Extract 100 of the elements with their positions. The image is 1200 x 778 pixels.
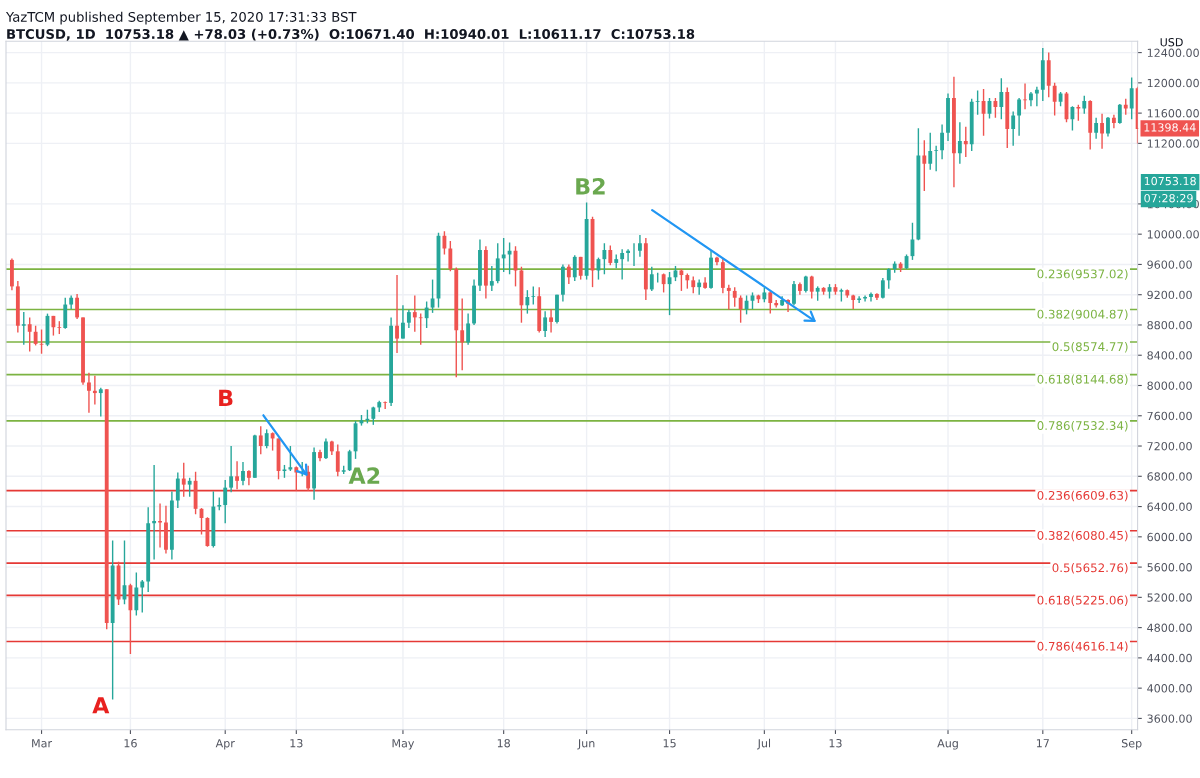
y-tick-label: 4000.00	[1147, 684, 1192, 693]
candlestick	[1082, 95, 1087, 115]
candlestick	[39, 328, 44, 355]
candlestick	[1094, 116, 1099, 140]
candlestick	[21, 311, 26, 346]
x-tick-label: 18	[497, 738, 510, 748]
candlestick	[383, 400, 388, 410]
y-tick-label: 12400.00	[1147, 48, 1199, 57]
candlestick	[241, 461, 245, 487]
y-tick-label: 9600.00	[1147, 260, 1192, 269]
candlestick	[732, 286, 737, 308]
chart-title: YazTCM published September 15, 2020 17:31:33 BST	[5, 11, 357, 25]
x-tick-label: Jul	[757, 738, 771, 750]
candlestick	[620, 248, 625, 281]
y-tick-label: 8400.00	[1147, 351, 1192, 360]
candlestick	[63, 297, 68, 330]
candlestick	[726, 284, 731, 311]
candlestick	[649, 266, 654, 292]
y-tick-label: 8800.00	[1147, 320, 1192, 330]
candlestick	[264, 428, 269, 449]
x-tick-label: Aug	[937, 739, 958, 750]
ref-line-label: 0.618(5225.06)	[1037, 595, 1128, 606]
candlestick	[922, 139, 927, 192]
candlestick	[543, 310, 548, 338]
y-tick-label: 11600.00	[1147, 109, 1199, 118]
candlestick	[448, 240, 453, 272]
candlestick	[134, 571, 139, 617]
candlestick	[602, 242, 607, 275]
candlestick	[324, 437, 328, 460]
y-tick-label: 11200.00	[1147, 139, 1199, 148]
candlestick	[466, 312, 471, 346]
annotation: B	[219, 389, 233, 407]
candlestick	[495, 242, 500, 285]
candlestick	[934, 144, 939, 173]
candlestick	[525, 289, 530, 315]
annotation: A	[92, 697, 110, 714]
x-tick-label: May	[392, 739, 415, 750]
candlestick	[75, 293, 80, 320]
candlestick	[406, 309, 411, 329]
ref-line-label: 0.236(6609.63)	[1037, 490, 1128, 502]
candlestick	[993, 97, 998, 119]
candlestick	[258, 425, 263, 456]
candlestick	[1017, 97, 1022, 137]
ref-line-label: 0.236(9537.02)	[1037, 269, 1128, 280]
candlestick	[738, 294, 743, 324]
y-tick-label: 6800.00	[1147, 472, 1192, 481]
y-tick-label: 5600.00	[1147, 563, 1192, 572]
candlestick	[963, 126, 968, 158]
candlestick	[744, 294, 749, 316]
candlestick	[1129, 76, 1134, 120]
y-tick-label: 4800.00	[1147, 623, 1192, 632]
candlestick	[857, 295, 862, 304]
ref-line-label: 0.786(4616.14)	[1037, 641, 1128, 653]
candlestick	[442, 230, 447, 256]
candlestick	[140, 579, 145, 614]
y-tick-label: 4400.00	[1147, 653, 1192, 663]
x-tick-label: Mar	[32, 739, 53, 748]
ref-line-label: 0.786(7532.34)	[1037, 420, 1128, 432]
annotation: B2	[576, 177, 605, 195]
ref-line-label: 0.618(8144.68)	[1037, 374, 1128, 386]
candlestick	[1011, 110, 1016, 147]
candlestick	[886, 267, 891, 290]
y-tick-label: 8000.00	[1147, 381, 1192, 390]
candlestick	[418, 312, 423, 346]
candlestick	[401, 304, 405, 340]
candlestick	[809, 275, 814, 300]
x-tick-label: 13	[829, 738, 842, 748]
y-tick-label: 10000.00	[1147, 230, 1199, 239]
candlestick	[98, 387, 103, 418]
ref-line-label: 0.382(6080.45)	[1037, 530, 1128, 542]
ref-line-label: 0.5(5652.76)	[1052, 563, 1128, 574]
candlestick	[235, 460, 239, 490]
candlestick	[460, 297, 465, 372]
x-tick-label: 13	[290, 738, 303, 748]
candlestick	[175, 471, 180, 509]
candlestick	[608, 244, 613, 266]
ref-line-label: 0.382(9004.87)	[1037, 309, 1128, 320]
candlestick	[792, 280, 796, 306]
chart-subtitle: BTCUSD, 1D 10753.18 ▲ +78.03 (+0.73%) O:10671.40 H:10940.01 L:10611.17 C:10753.18	[7, 28, 695, 41]
candlestick	[87, 371, 91, 414]
candlestick	[566, 263, 571, 285]
candlestick	[33, 325, 38, 347]
candlestick	[229, 445, 234, 493]
candlestick	[27, 316, 32, 353]
candlestick	[306, 465, 311, 492]
x-tick-label: 15	[663, 739, 676, 748]
x-tick-label: Jun	[577, 739, 595, 750]
candlestick	[181, 461, 186, 498]
candlestick	[294, 465, 299, 492]
candlestick	[957, 121, 962, 165]
candlestick	[412, 294, 417, 333]
x-tick-label: 16	[124, 738, 137, 748]
x-tick-label: Sep	[1121, 738, 1142, 750]
text: 10753.18	[1144, 176, 1196, 186]
candlestick	[187, 477, 192, 498]
candlestick	[549, 308, 553, 334]
y-tick-label: 6400.00	[1147, 502, 1192, 511]
y-tick-label: 5200.00	[1147, 593, 1192, 602]
candlestick	[507, 241, 512, 275]
candlestick	[1106, 116, 1110, 138]
